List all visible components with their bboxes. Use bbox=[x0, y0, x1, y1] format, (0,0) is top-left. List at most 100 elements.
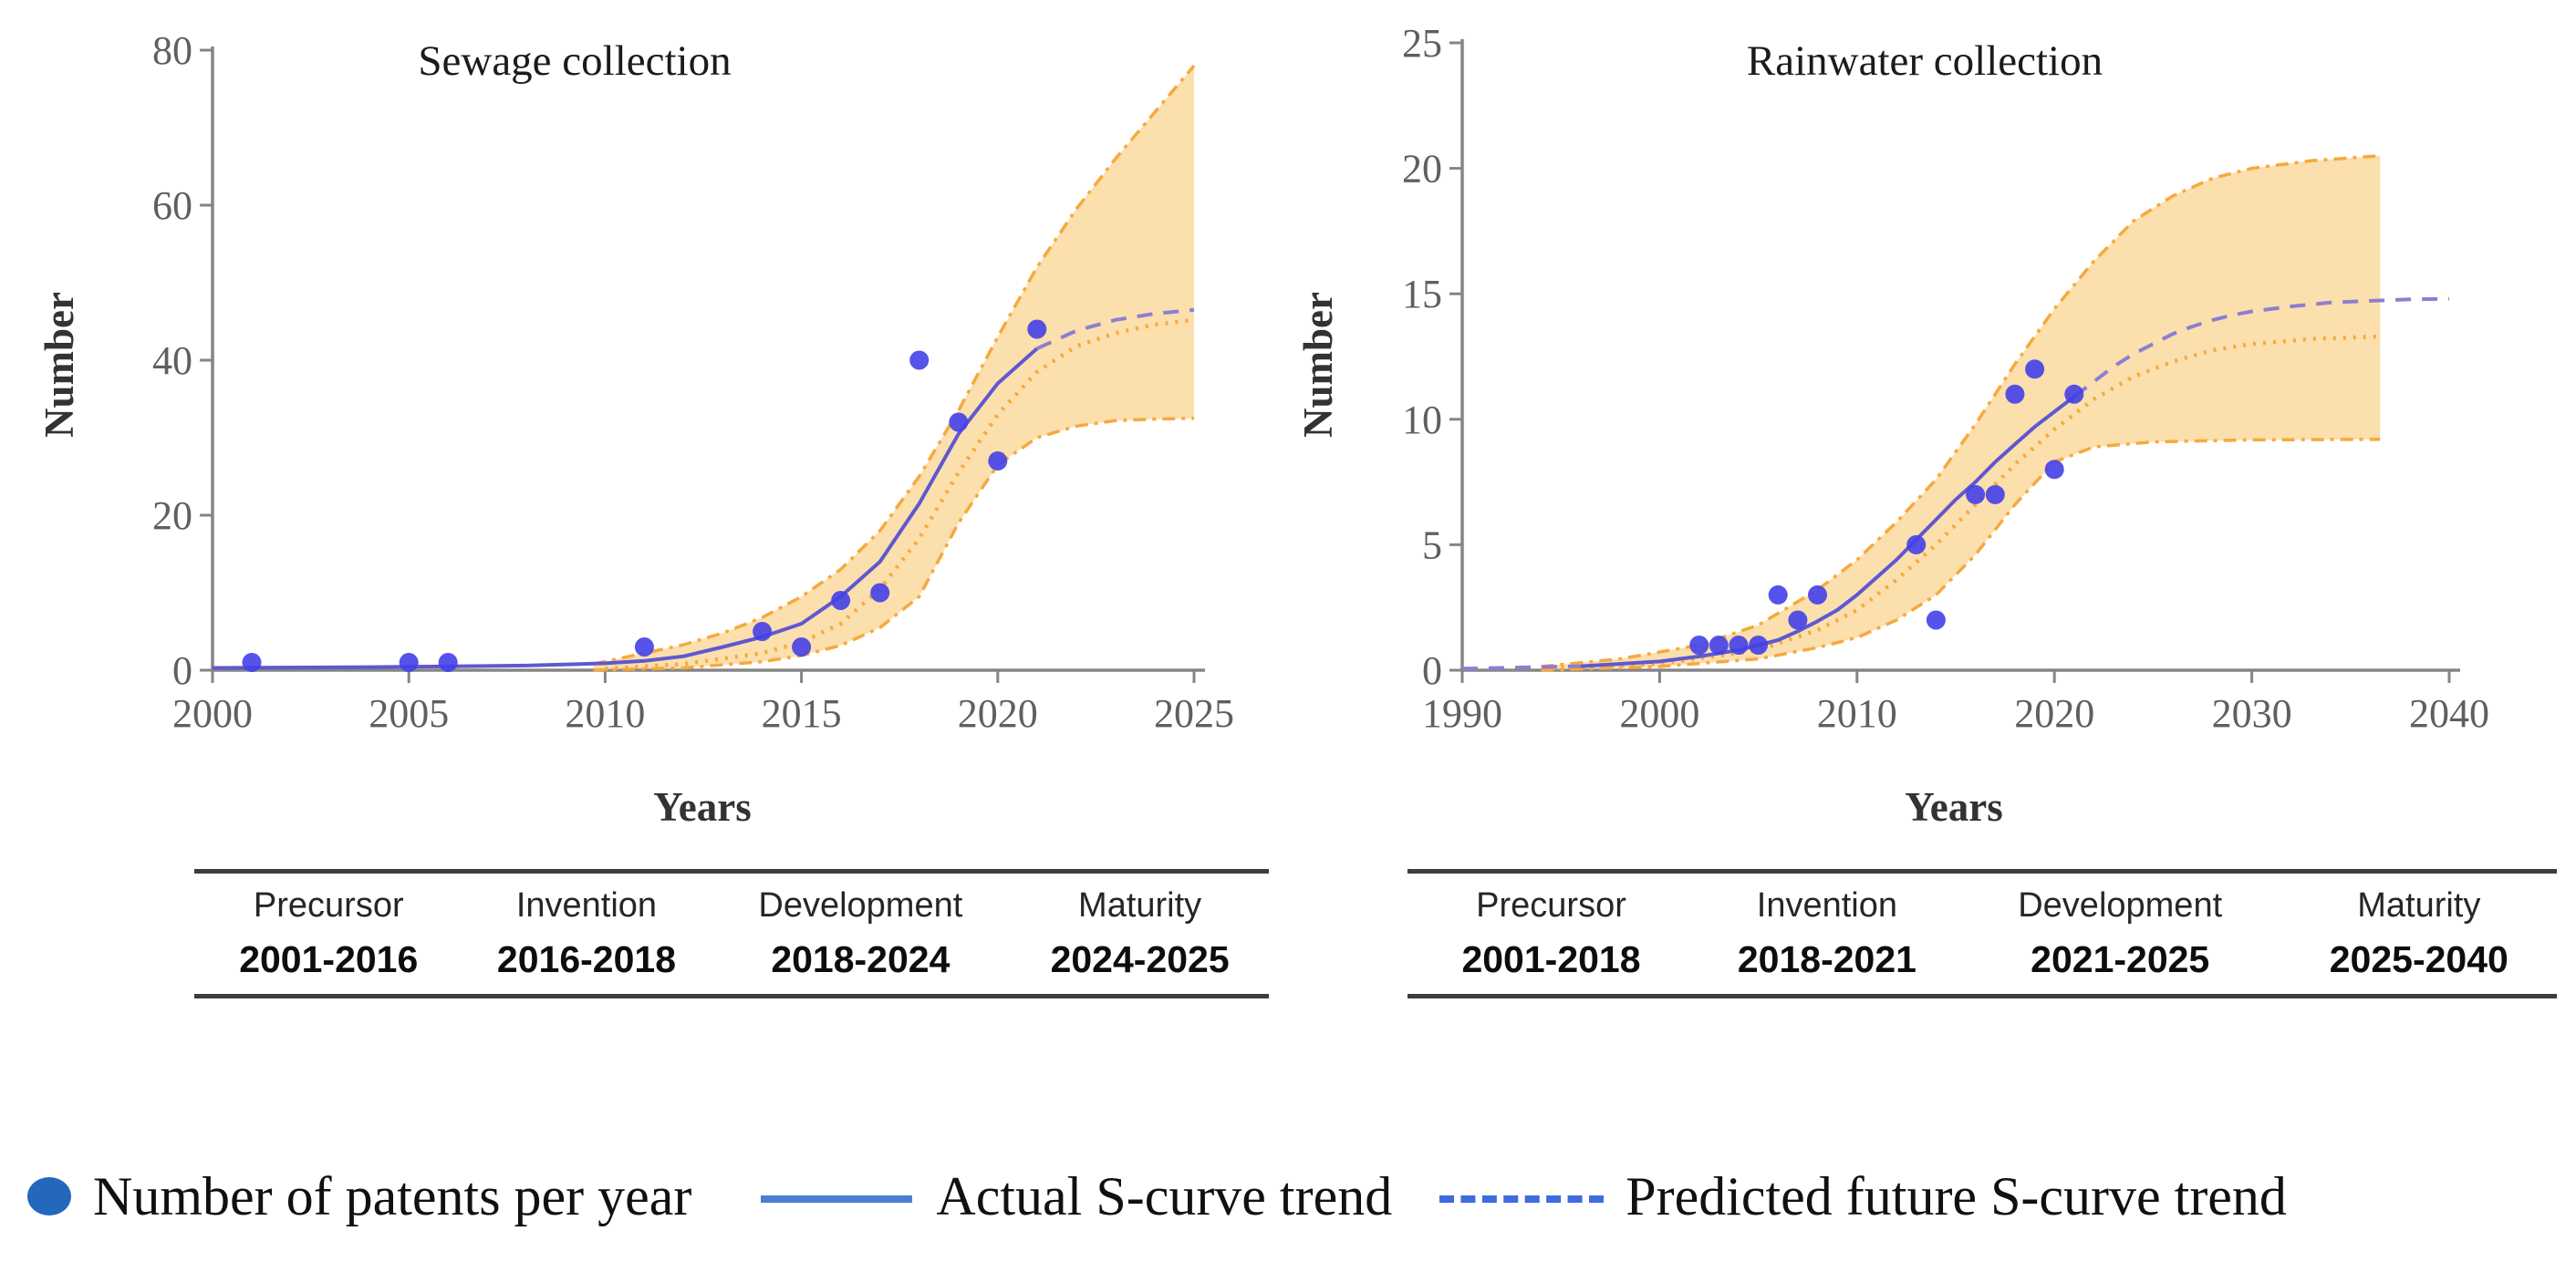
sewage-collection-chart: 2000 2005 2010 2015 2020 2025 0 20 40 60 80 Sewage… bbox=[36, 28, 1234, 830]
patent-data-point bbox=[2064, 384, 2084, 404]
rainwater-collection-chart: 1990 2000 2010 2020 2030 2040 0 5 10 15 20 25 Rainw… bbox=[1295, 21, 2489, 830]
fitted-dotted-line bbox=[1541, 334, 2381, 671]
x-tick-label: 1990 bbox=[1422, 691, 1502, 736]
stage-header-cell: Maturity bbox=[1078, 886, 1202, 925]
patent-data-point bbox=[1709, 636, 1729, 655]
dashed-line-marker-icon bbox=[1439, 1195, 1605, 1203]
chart-title-sewage: Sewage collection bbox=[418, 37, 731, 85]
stage-header-cell: Precursor bbox=[253, 886, 404, 925]
x-tick-label: 2005 bbox=[369, 691, 449, 736]
patent-data-point bbox=[1788, 610, 1808, 630]
patent-data-point bbox=[1926, 610, 1946, 630]
stage-header-row: Precursor Invention Development Maturity bbox=[194, 883, 1269, 926]
stage-range-cell: 2025-2040 bbox=[2329, 938, 2508, 980]
legend-label-predicted: Predicted future S-curve trend bbox=[1626, 1165, 2287, 1226]
stage-table-rainwater: Precursor Invention Development Maturity… bbox=[1407, 869, 2557, 998]
stage-value-row: 2001-2016 2016-2018 2018-2024 2024-2025 bbox=[194, 926, 1269, 981]
patent-data-point bbox=[831, 591, 851, 610]
legend-label-patents: Number of patents per year bbox=[93, 1165, 692, 1226]
stage-header-cell: Invention bbox=[1756, 886, 1898, 925]
y-tick-label: 5 bbox=[1422, 522, 1442, 567]
patent-data-point bbox=[2044, 460, 2064, 480]
figure-legend: Number of patents per year Actual S-curv… bbox=[27, 1160, 2287, 1233]
patent-data-point bbox=[988, 451, 1008, 471]
stage-header-cell: Invention bbox=[515, 886, 658, 925]
y-tick-label: 15 bbox=[1402, 272, 1442, 316]
patent-data-point bbox=[1808, 584, 1827, 605]
y-tick-label: 40 bbox=[152, 338, 192, 383]
stage-range-cell: 2016-2018 bbox=[496, 938, 676, 980]
x-tick-label: 2020 bbox=[958, 691, 1038, 736]
stage-range-cell: 2001-2016 bbox=[239, 938, 419, 980]
patent-data-point bbox=[1027, 319, 1047, 339]
y-axis-title-rainwater: Number bbox=[1295, 292, 1341, 438]
stage-range-cell: 2018-2024 bbox=[771, 938, 950, 980]
x-tick-label: 2030 bbox=[2212, 691, 2292, 736]
x-tick-label: 2010 bbox=[565, 691, 645, 736]
x-tick-label: 2015 bbox=[762, 691, 842, 736]
patent-data-point bbox=[242, 653, 262, 672]
x-axis-title-rainwater: Years bbox=[1905, 784, 2002, 830]
solid-line-marker-icon bbox=[761, 1195, 913, 1203]
patent-data-point bbox=[792, 637, 812, 657]
patent-data-point bbox=[438, 653, 458, 672]
confidence-band-upper bbox=[593, 64, 1196, 666]
y-tick-label: 20 bbox=[152, 493, 192, 538]
legend-label-actual: Actual S-curve trend bbox=[936, 1165, 1393, 1226]
confidence-band-lower bbox=[1541, 438, 2381, 672]
patent-data-point bbox=[870, 583, 890, 603]
predicted-s-curve-line bbox=[1035, 307, 1195, 351]
stage-header-cell: Maturity bbox=[2357, 886, 2481, 925]
stage-range-cell: 2024-2025 bbox=[1050, 938, 1230, 980]
rainwater-plot-area: 1990 2000 2010 2020 2030 2040 0 5 10 15 20 25 bbox=[1402, 21, 2489, 736]
patent-data-point bbox=[399, 653, 419, 672]
x-tick-label: 2000 bbox=[172, 691, 253, 736]
x-tick-label: 2000 bbox=[1619, 691, 1699, 736]
confidence-band-lower bbox=[593, 417, 1195, 672]
stage-table-sewage: Precursor Invention Development Maturity… bbox=[194, 869, 1269, 998]
patent-data-point bbox=[1729, 636, 1749, 655]
chart-title-rainwater: Rainwater collection bbox=[1747, 37, 2103, 85]
stage-range-cell: 2021-2025 bbox=[2031, 938, 2210, 980]
x-tick-label: 2040 bbox=[2409, 691, 2489, 736]
y-tick-label: 20 bbox=[1402, 147, 1442, 191]
patent-data-point bbox=[1689, 636, 1709, 655]
stage-value-row: 2001-2018 2018-2021 2021-2025 2025-2040 bbox=[1407, 926, 2557, 981]
x-tick-label: 2025 bbox=[1154, 691, 1234, 736]
patent-data-point bbox=[634, 637, 654, 657]
stage-range-cell: 2018-2021 bbox=[1737, 938, 1916, 980]
y-tick-label: 25 bbox=[1402, 21, 1442, 66]
fitted-dotted-line bbox=[605, 317, 1195, 671]
y-axis-title-sewage: Number bbox=[36, 292, 82, 438]
y-tick-label: 0 bbox=[1422, 648, 1442, 693]
patent-data-point bbox=[949, 412, 969, 432]
patent-dot-marker-icon bbox=[27, 1177, 71, 1215]
x-tick-label: 2010 bbox=[1817, 691, 1897, 736]
stage-header-row: Precursor Invention Development Maturity bbox=[1407, 883, 2557, 926]
stage-range-cell: 2001-2018 bbox=[1461, 938, 1641, 980]
patent-data-point bbox=[2005, 384, 2025, 404]
patent-data-point bbox=[1749, 636, 1769, 655]
confidence-band-fill bbox=[1541, 155, 2381, 671]
x-axis-title-sewage: Years bbox=[653, 784, 751, 830]
y-tick-label: 80 bbox=[152, 28, 192, 73]
patent-data-point bbox=[1906, 534, 1927, 554]
stage-header-cell: Development bbox=[758, 886, 963, 925]
patent-data-point bbox=[2025, 359, 2045, 379]
y-tick-label: 10 bbox=[1402, 398, 1442, 442]
predicted-s-curve-line bbox=[1461, 664, 1581, 671]
patent-data-point bbox=[1768, 584, 1788, 605]
stage-header-cell: Precursor bbox=[1476, 886, 1626, 925]
patent-data-point bbox=[909, 350, 930, 370]
y-tick-label: 60 bbox=[152, 183, 192, 228]
stage-header-cell: Development bbox=[2018, 886, 2223, 925]
patent-data-point bbox=[1966, 484, 1986, 504]
predicted-s-curve-line bbox=[2072, 296, 2450, 398]
confidence-band-upper bbox=[1541, 154, 2381, 668]
confidence-band-fill bbox=[593, 66, 1194, 670]
x-tick-label: 2020 bbox=[2014, 691, 2094, 736]
y-tick-label: 0 bbox=[172, 648, 192, 693]
patent-data-point bbox=[753, 622, 773, 641]
sewage-plot-area: 2000 2005 2010 2015 2020 2025 0 20 40 60 80 bbox=[152, 28, 1234, 736]
